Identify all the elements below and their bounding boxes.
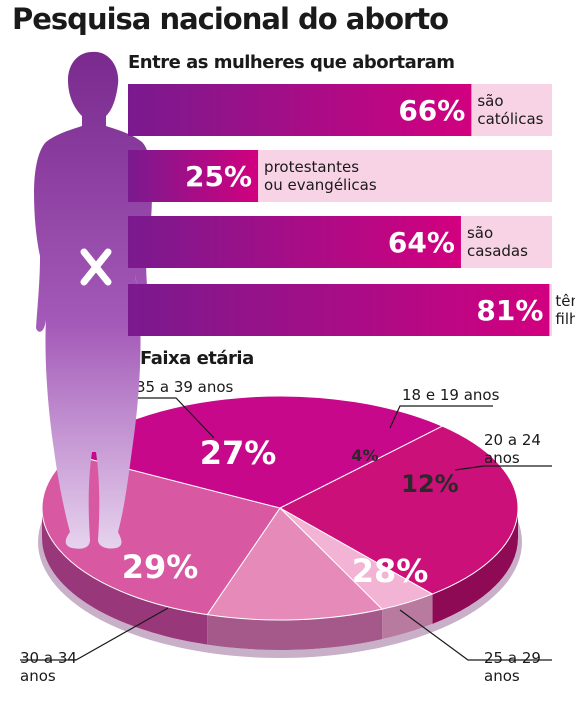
- bar-category-label: ou evangélicas: [264, 176, 377, 194]
- pie-chart-title: Faixa etária: [140, 348, 254, 369]
- pie-category-label: anos: [484, 449, 520, 467]
- pie-value-label: 12%: [401, 470, 458, 498]
- callout-line: [454, 465, 552, 471]
- callout-line: [389, 405, 493, 429]
- bar-category-label: católicas: [477, 110, 543, 128]
- bar-4: [128, 284, 550, 336]
- pie-category-label: 35 a 39 anos: [136, 378, 234, 396]
- callout-line: [130, 397, 215, 439]
- pie-category-label: 25 a 29: [484, 649, 541, 667]
- callout-line: [20, 607, 169, 661]
- pie-side-2: [382, 594, 433, 640]
- pie-value-label: 28%: [352, 552, 429, 590]
- bar-category-label: protestantes: [264, 158, 359, 176]
- bar-1: [128, 84, 472, 136]
- bar-category-label: casadas: [467, 242, 528, 260]
- pie-side-4: [42, 508, 208, 645]
- pie-category-label: anos: [20, 667, 56, 685]
- bar-category-label: filhos: [555, 310, 575, 328]
- pie-slice-1: [278, 425, 519, 595]
- page-title: Pesquisa nacional do aborto: [12, 2, 449, 36]
- pie-slice-3: [206, 507, 384, 621]
- pie-category-label: 20 a 24: [484, 431, 541, 449]
- pie-value-label: 29%: [122, 548, 199, 586]
- woman-silhouette-icon: [34, 51, 152, 549]
- x-mark-icon: [80, 248, 112, 286]
- pie-category-label: 18 e 19 anos: [402, 386, 500, 404]
- bar-category-label: são: [477, 92, 503, 110]
- pie-category-label: anos: [484, 667, 520, 685]
- pie-category-label: 30 a 34: [20, 649, 77, 667]
- bar-category-label: têm: [555, 292, 575, 310]
- bar-value-label: 64%: [388, 226, 455, 259]
- bar-3: [128, 216, 461, 268]
- bar-value-label: 81%: [476, 294, 543, 327]
- callout-line: [399, 609, 552, 661]
- pie-side-1: [432, 508, 518, 625]
- bar-chart-title: Entre as mulheres que abortaram: [128, 52, 455, 73]
- bar-value-label: 66%: [398, 94, 465, 127]
- pie-value-label: 4%: [351, 446, 378, 465]
- bar-category-label: são: [467, 224, 493, 242]
- bar-value-label: 25%: [185, 160, 252, 193]
- bar-2: [128, 150, 259, 202]
- pie-value-label: 27%: [200, 434, 277, 472]
